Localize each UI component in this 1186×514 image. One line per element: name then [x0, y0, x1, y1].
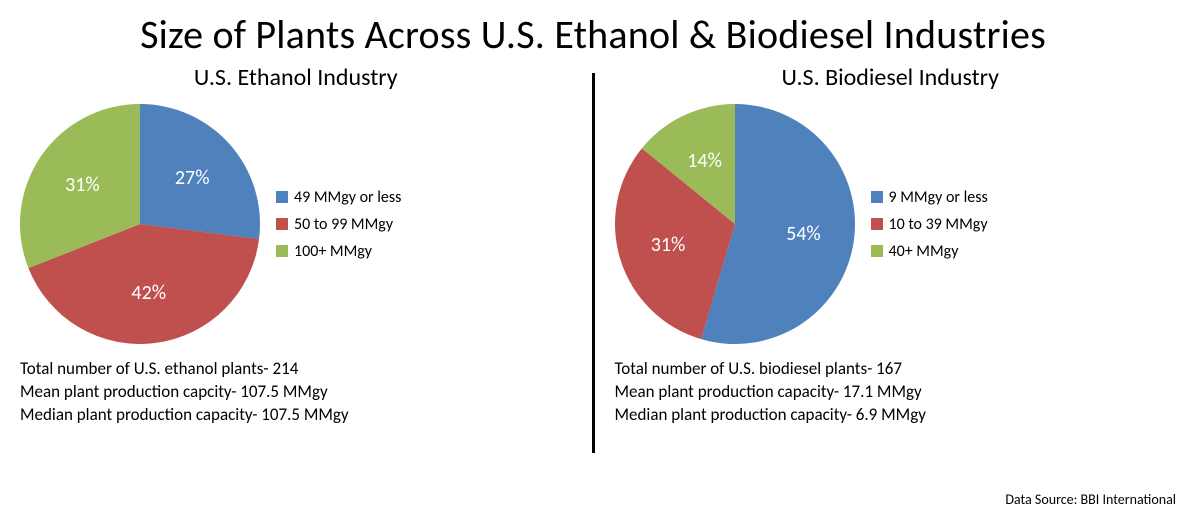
legend-label: 40+ MMgy: [889, 242, 959, 261]
legend-swatch: [871, 191, 883, 203]
pie-slice-label: 42%: [131, 281, 166, 305]
pie-slice-label: 14%: [687, 149, 722, 173]
legend-label: 49 MMgy or less: [294, 188, 401, 207]
legend-item: 40+ MMgy: [871, 242, 988, 261]
legend-label: 10 to 39 MMgy: [889, 215, 988, 234]
stat-line: Median plant production capacity- 107.5 …: [20, 404, 572, 427]
stats-ethanol: Total number of U.S. ethanol plants- 214…: [20, 358, 572, 427]
panel-ethanol: U.S. Ethanol Industry 27% 42% 31% 49 MMgy …: [0, 63, 592, 483]
pie-slice-label: 31%: [65, 173, 100, 197]
panels-row: U.S. Ethanol Industry 27% 42% 31% 49 MMgy …: [0, 63, 1186, 483]
legend-item: 100+ MMgy: [276, 242, 401, 261]
panel-title-biodiesel: U.S. Biodiesel Industry: [615, 63, 1167, 92]
legend-swatch: [871, 218, 883, 230]
chart-area-ethanol: 27% 42% 31% 49 MMgy or less 50 to 99 MMgy 10…: [20, 104, 572, 344]
legend-item: 49 MMgy or less: [276, 188, 401, 207]
legend-swatch: [276, 245, 288, 257]
legend-ethanol: 49 MMgy or less 50 to 99 MMgy 100+ MMgy: [276, 188, 401, 261]
stat-line: Total number of U.S. biodiesel plants- 1…: [615, 358, 1167, 381]
stats-biodiesel: Total number of U.S. biodiesel plants- 1…: [615, 358, 1167, 427]
stat-line: Total number of U.S. ethanol plants- 214: [20, 358, 572, 381]
legend-label: 9 MMgy or less: [889, 188, 988, 207]
panel-title-ethanol: U.S. Ethanol Industry: [20, 63, 572, 92]
legend-item: 50 to 99 MMgy: [276, 215, 401, 234]
stat-line: Median plant production capacity- 6.9 MM…: [615, 404, 1167, 427]
chart-area-biodiesel: 54% 31% 14% 9 MMgy or less 10 to 39 MMgy 40+…: [615, 104, 1167, 344]
pie-chart-ethanol: 27% 42% 31%: [20, 104, 260, 344]
data-source-note: Data Source: BBI International: [1005, 491, 1176, 508]
legend-label: 50 to 99 MMgy: [294, 215, 393, 234]
pie-slice-label: 54%: [786, 222, 821, 246]
legend-swatch: [276, 191, 288, 203]
stat-line: Mean plant production capacity- 17.1 MMg…: [615, 381, 1167, 404]
page-title: Size of Plants Across U.S. Ethanol & Bio…: [0, 10, 1186, 59]
legend-swatch: [276, 218, 288, 230]
legend-item: 10 to 39 MMgy: [871, 215, 988, 234]
pie-svg: [20, 104, 260, 344]
stat-line: Mean plant production capcity- 107.5 MMg…: [20, 381, 572, 404]
legend-swatch: [871, 245, 883, 257]
pie-chart-biodiesel: 54% 31% 14%: [615, 104, 855, 344]
legend-item: 9 MMgy or less: [871, 188, 988, 207]
pie-slice-label: 31%: [651, 233, 686, 257]
panel-biodiesel: U.S. Biodiesel Industry 54% 31% 14% 9 MMgy…: [595, 63, 1186, 483]
pie-slice-label: 27%: [175, 166, 210, 190]
legend-biodiesel: 9 MMgy or less 10 to 39 MMgy 40+ MMgy: [871, 188, 988, 261]
legend-label: 100+ MMgy: [294, 242, 372, 261]
